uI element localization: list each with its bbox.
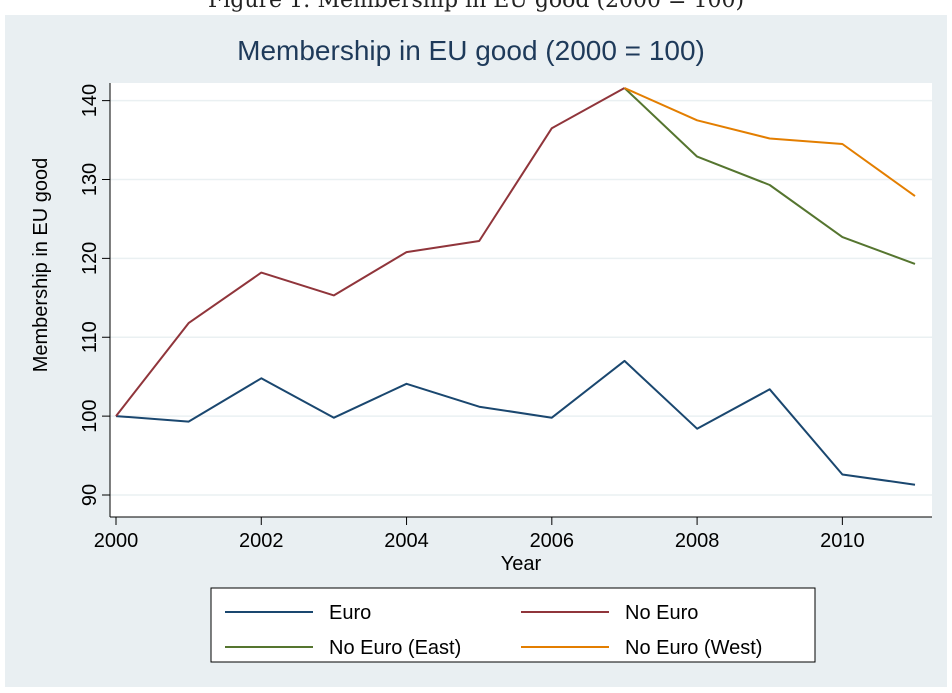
legend-label-no-euro: No Euro [625,602,698,624]
x-tick-label: 2008 [675,530,720,552]
x-tick-label: 2006 [530,530,575,552]
page-caption: Figure 1: Membership in EU good (2000 = … [0,0,952,14]
series-lines [115,87,916,486]
x-axis-title: Year [501,553,542,575]
y-tick-label: 120 [79,242,101,275]
y-tick-label: 100 [79,399,101,432]
x-tick-label: 2000 [94,530,139,552]
x-tick-label: 2004 [384,530,429,552]
x-tick-label: 2002 [239,530,284,552]
line-chart: Membership in EU good (2000 = 100) 90 100… [30,35,932,663]
legend: Euro No Euro No Euro (East) No Euro (West) [210,587,816,663]
series-line-no-euro [115,87,625,417]
y-tick-label: 90 [79,484,101,506]
legend-label-euro: Euro [329,602,371,624]
x-tick-label: 2010 [820,530,865,552]
series-line-euro [115,359,916,486]
plot-area [110,83,932,517]
grid-lines [110,99,932,496]
legend-box [210,587,816,663]
series-line-no-euro-east [623,87,916,265]
y-tick-label: 130 [79,163,101,196]
y-axis-title: Membership in EU good [30,158,52,373]
y-tick-label: 110 [79,321,101,353]
legend-label-no-euro-west: No Euro (West) [625,637,762,659]
page-caption-text: Figure 1: Membership in EU good (2000 = … [207,0,745,13]
series-line-no-euro-west [624,87,916,197]
chart-title: Membership in EU good (2000 = 100) [237,35,705,66]
y-tick-label: 140 [79,84,101,117]
chart-frame: Membership in EU good (2000 = 100) 90 100… [5,15,947,687]
axes: 90 100 110 120 130 140 2000 2002 2004 2006 2008 201… [79,83,932,552]
legend-label-no-euro-east: No Euro (East) [329,637,461,659]
